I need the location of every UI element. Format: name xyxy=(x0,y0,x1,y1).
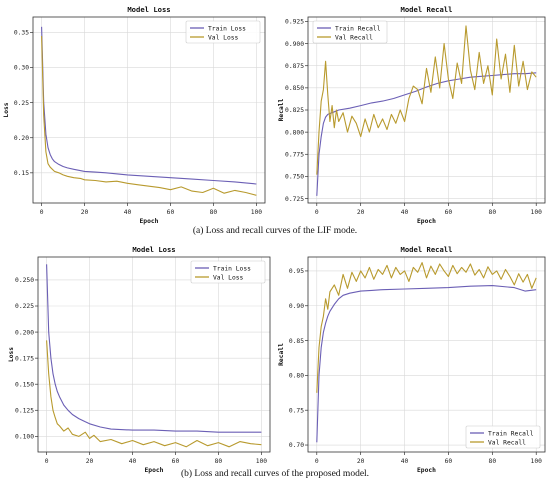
legend-label: Val Recall xyxy=(335,34,373,41)
plot-frame xyxy=(37,256,271,453)
y-tick-label: 0.925 xyxy=(285,19,304,26)
x-tick-label: 40 xyxy=(401,209,409,216)
x-tick-label: 80 xyxy=(489,458,497,465)
x-tick-label: 20 xyxy=(81,209,89,216)
y-tick-label: 0.800 xyxy=(285,129,304,136)
y-tick-label: 0.175 xyxy=(15,355,34,362)
legend-label: Train Loss xyxy=(208,25,246,32)
x-tick-label: 100 xyxy=(531,209,543,216)
x-tick-label: 60 xyxy=(445,458,453,465)
legend: Train Recall Val Recall xyxy=(312,20,388,44)
legend-label: Train Loss xyxy=(213,265,251,272)
series-line-train xyxy=(316,72,537,196)
x-axis-label: Epoch xyxy=(145,467,164,474)
chart-1: 0 20 40 60 80 100 0.15 0.20 0.25 0.30 0.35 Model Lo… xyxy=(3,5,266,225)
y-tick-label: 0.125 xyxy=(15,407,34,414)
chart-4: 0 20 40 60 80 100 0.70 0.75 0.80 0.85 0.90 0.95 Mode… xyxy=(278,245,546,474)
y-tick-label: 0.80 xyxy=(289,373,304,380)
y-tick-label: 0.100 xyxy=(15,434,34,441)
legend-box xyxy=(465,425,541,449)
chart-title: Model Recall xyxy=(401,245,453,254)
x-tick-label: 0 xyxy=(315,209,319,216)
x-tick-label: 0 xyxy=(40,209,44,216)
y-tick-label: 0.15 xyxy=(14,170,29,177)
x-tick-label: 60 xyxy=(172,458,180,465)
y-tick-label: 0.725 xyxy=(285,196,304,203)
x-tick-label: 0 xyxy=(45,458,49,465)
series-line-val xyxy=(316,262,537,393)
chart-3: 0 20 40 60 80 100 0.100 0.125 0.150 0.175 0.200 0.2… xyxy=(8,245,271,474)
x-axis-label: Epoch xyxy=(417,218,436,225)
y-tick-label: 0.70 xyxy=(289,442,304,449)
chart-2: 0 20 40 60 80 100 0.725 0.750 0.775 0.800 0.825 0.8… xyxy=(278,5,546,225)
y-tick-label: 0.85 xyxy=(289,338,304,345)
legend-box xyxy=(312,20,388,44)
x-tick-label: 0 xyxy=(315,458,319,465)
x-tick-label: 100 xyxy=(251,209,263,216)
x-tick-label: 40 xyxy=(129,458,137,465)
legend: Train Loss Val Loss xyxy=(185,20,261,44)
x-tick-label: 20 xyxy=(86,458,94,465)
plot-frame xyxy=(32,16,266,204)
x-axis-label: Epoch xyxy=(140,218,159,225)
y-tick-label: 0.95 xyxy=(289,268,304,275)
legend: Train Loss Val Loss xyxy=(190,260,266,284)
x-tick-label: 60 xyxy=(167,209,175,216)
y-tick-label: 0.775 xyxy=(285,151,304,158)
caption-a: (a) Loss and recall curves of the LIF mo… xyxy=(192,226,358,236)
y-tick-label: 0.35 xyxy=(14,30,29,37)
x-tick-label: 20 xyxy=(357,458,365,465)
x-tick-label: 100 xyxy=(531,458,543,465)
x-tick-label: 60 xyxy=(445,209,453,216)
x-tick-label: 40 xyxy=(401,458,409,465)
series-line-val xyxy=(41,35,257,196)
legend-label: Train Recall xyxy=(488,430,534,437)
y-tick-label: 0.150 xyxy=(15,381,34,388)
legend-label: Val Loss xyxy=(208,34,239,41)
y-axis-label: Loss xyxy=(8,347,15,362)
y-axis-label: Recall xyxy=(278,343,285,366)
y-axis-label: Recall xyxy=(278,98,285,121)
y-tick-label: 0.25 xyxy=(14,100,29,107)
y-tick-label: 0.900 xyxy=(285,41,304,48)
y-tick-label: 0.20 xyxy=(14,135,29,142)
y-tick-label: 0.750 xyxy=(285,174,304,181)
chart-title: Model Loss xyxy=(132,245,175,254)
y-tick-label: 0.825 xyxy=(285,107,304,114)
y-tick-label: 0.225 xyxy=(15,303,34,310)
legend-box xyxy=(190,260,266,284)
x-tick-label: 80 xyxy=(489,209,497,216)
series-line-train xyxy=(316,285,537,443)
series-line-val xyxy=(316,25,537,175)
series-line-train xyxy=(46,264,262,433)
y-tick-label: 0.75 xyxy=(289,407,304,414)
y-tick-label: 0.250 xyxy=(15,277,34,284)
series-line-train xyxy=(41,26,257,185)
caption-b: (b) Loss and recall curves of the propos… xyxy=(180,469,370,479)
x-tick-label: 40 xyxy=(124,209,132,216)
y-axis-label: Loss xyxy=(3,102,10,117)
legend-label: Train Recall xyxy=(335,25,381,32)
y-tick-label: 0.875 xyxy=(285,63,304,70)
x-tick-label: 80 xyxy=(210,209,218,216)
legend-label: Val Recall xyxy=(488,439,526,446)
y-tick-label: 0.30 xyxy=(14,65,29,72)
plot-frame xyxy=(307,256,546,453)
y-tick-label: 0.200 xyxy=(15,329,34,336)
x-tick-label: 80 xyxy=(215,458,223,465)
series-line-val xyxy=(46,340,262,448)
x-tick-label: 20 xyxy=(357,209,365,216)
x-tick-label: 100 xyxy=(256,458,268,465)
x-axis-label: Epoch xyxy=(417,467,436,474)
y-tick-label: 0.90 xyxy=(289,303,304,310)
legend: Train Recall Val Recall xyxy=(465,425,541,449)
chart-title: Model Recall xyxy=(401,5,453,14)
chart-title: Model Loss xyxy=(127,5,170,14)
y-tick-label: 0.850 xyxy=(285,85,304,92)
legend-box xyxy=(185,20,261,44)
legend-label: Val Loss xyxy=(213,274,244,281)
